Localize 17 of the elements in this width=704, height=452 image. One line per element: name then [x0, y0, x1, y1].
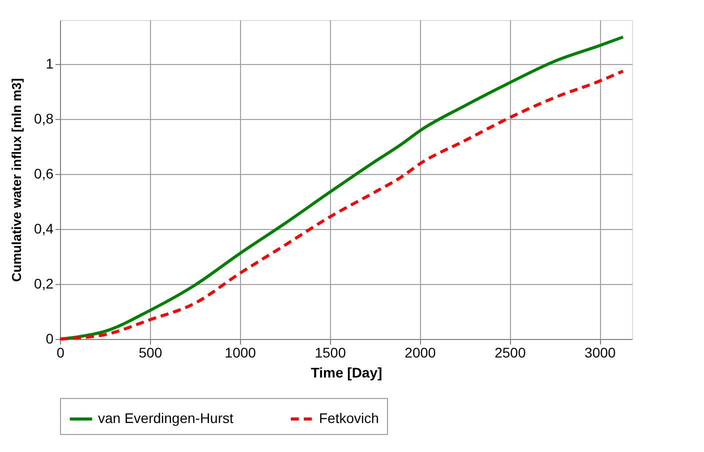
y-tick-label: 0: [46, 330, 54, 346]
legend-label: Fetkovich: [319, 410, 379, 426]
y-tick-label: 0,2: [34, 276, 54, 292]
x-tick-label: 2500: [494, 344, 526, 360]
y-tick-label: 0,4: [34, 220, 54, 236]
x-tick-label: 0: [56, 344, 65, 360]
y-tick-label: 0,6: [34, 166, 54, 182]
x-tick-label: 2000: [404, 344, 436, 360]
x-axis-title: Time [Day]: [310, 364, 382, 380]
y-tick-label: 0,8: [34, 110, 54, 126]
x-tick-label: 1000: [224, 344, 256, 360]
legend-label: van Everdingen-Hurst: [98, 410, 234, 426]
x-tick-label: 500: [138, 344, 162, 360]
y-axis-title: Cumulative water influx [mln m3]: [9, 78, 24, 282]
y-tick-label: 1: [46, 56, 54, 72]
x-tick-label: 1500: [314, 344, 346, 360]
x-tick-label: 3000: [584, 344, 616, 360]
